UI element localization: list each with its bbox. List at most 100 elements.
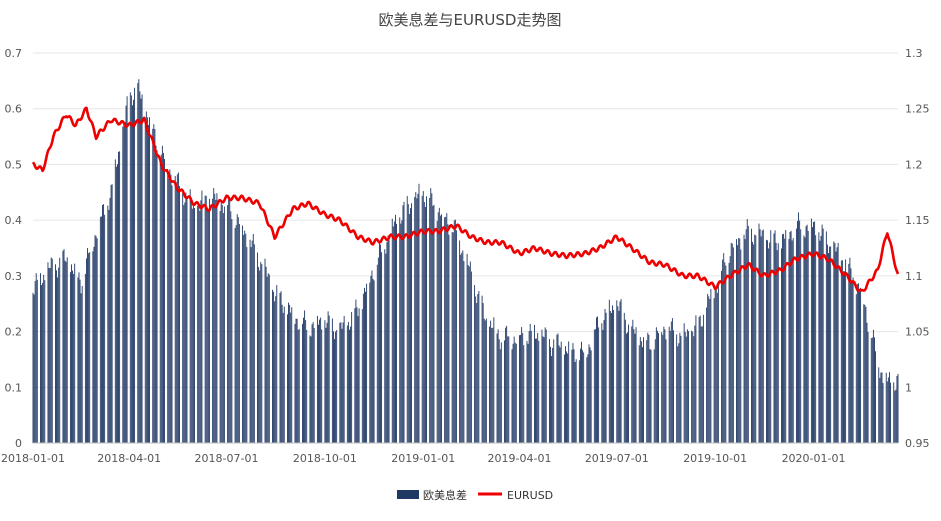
spread-bar: [528, 331, 530, 443]
spread-bar: [137, 83, 139, 444]
spread-bar: [357, 316, 359, 443]
spread-bar: [199, 210, 201, 443]
spread-bar: [51, 258, 53, 443]
spread-bar: [654, 339, 656, 443]
spread-bar: [482, 303, 484, 443]
y-right-tick-label: 1.15: [905, 214, 930, 227]
spread-bar: [836, 247, 838, 443]
spread-bar: [213, 188, 215, 443]
spread-bar: [129, 92, 131, 443]
spread-bar: [856, 284, 858, 443]
spread-bar: [59, 257, 61, 443]
spread-bar: [153, 124, 155, 443]
spread-bar: [77, 277, 79, 443]
spread-bar: [250, 247, 252, 443]
spread-bar: [279, 292, 281, 443]
spread-bar: [244, 230, 246, 443]
spread-bar: [550, 346, 551, 443]
spread-bar: [694, 325, 696, 443]
spread-bar: [56, 270, 57, 443]
spread-bar: [78, 272, 80, 443]
spread-bar: [484, 320, 486, 443]
spread-bar: [71, 264, 72, 443]
spread-bar: [724, 262, 726, 443]
spread-bar: [737, 245, 739, 443]
spread-bar: [88, 253, 90, 443]
spread-bar: [806, 224, 808, 443]
spread-bar: [710, 288, 712, 443]
spread-bar: [466, 253, 468, 443]
spread-bar: [650, 349, 652, 443]
spread-bar: [220, 203, 222, 443]
spread-bar: [403, 201, 405, 443]
spread-bar: [658, 333, 659, 443]
spread-bar: [521, 327, 523, 443]
spread-bar: [149, 117, 150, 443]
spread-bar: [541, 329, 543, 443]
spread-bar: [810, 218, 812, 443]
spread-bar: [371, 270, 373, 443]
spread-bar: [468, 266, 470, 443]
spread-bars: [32, 79, 899, 444]
spread-bar: [768, 248, 770, 443]
spread-bar: [384, 249, 386, 443]
spread-bar: [365, 291, 366, 443]
spread-bar: [159, 160, 161, 444]
spread-bar: [770, 230, 772, 443]
spread-bar: [825, 231, 827, 443]
spread-bar: [736, 239, 737, 443]
spread-bar: [235, 225, 237, 443]
spread-bar: [205, 195, 207, 443]
spread-bar: [219, 210, 221, 443]
spread-bar: [320, 317, 322, 443]
spread-bar: [238, 224, 240, 443]
spread-bar: [460, 254, 462, 443]
spread-bar: [804, 237, 806, 443]
spread-bar: [55, 264, 56, 443]
spread-bar: [559, 347, 561, 443]
spread-bar: [795, 228, 797, 443]
spread-bar: [762, 229, 764, 443]
spread-bar: [777, 243, 779, 443]
spread-bar: [800, 229, 802, 443]
spread-bar: [440, 214, 442, 443]
spread-bar: [200, 200, 202, 443]
spread-bar: [706, 307, 708, 443]
spread-bar: [207, 209, 209, 443]
spread-bar: [536, 338, 538, 443]
spread-bar: [424, 206, 426, 443]
spread-bar: [242, 225, 244, 443]
spread-bar: [258, 266, 260, 443]
spread-bar: [86, 258, 87, 443]
spread-bar: [169, 169, 171, 443]
spread-bar: [508, 336, 510, 443]
spread-bar: [588, 344, 590, 443]
spread-bar: [162, 152, 164, 443]
spread-bar: [208, 198, 210, 443]
spread-bar: [634, 333, 636, 443]
spread-bar: [415, 192, 417, 443]
spread-bar: [544, 327, 546, 443]
spread-bar: [647, 332, 649, 443]
spread-bar: [728, 262, 730, 443]
spread-bar: [766, 239, 767, 443]
spread-bar: [407, 204, 409, 443]
spread-bar: [713, 298, 715, 443]
y-left-tick-label: 0.2: [5, 326, 23, 339]
spread-bar: [107, 205, 109, 443]
spread-bar: [92, 251, 94, 443]
spread-bar: [671, 318, 673, 443]
spread-bar: [134, 87, 136, 443]
spread-bar: [556, 334, 558, 443]
legend-label-eurusd: EURUSD: [507, 489, 553, 502]
spread-bar: [535, 338, 536, 443]
spread-bar: [95, 236, 97, 443]
spread-bar: [708, 296, 710, 443]
spread-bar: [237, 217, 239, 443]
spread-bar: [246, 247, 248, 443]
spread-bar: [745, 229, 747, 443]
spread-bar: [402, 205, 404, 443]
spread-bar: [872, 329, 874, 443]
spread-bar: [341, 328, 343, 443]
spread-bar: [231, 219, 233, 443]
